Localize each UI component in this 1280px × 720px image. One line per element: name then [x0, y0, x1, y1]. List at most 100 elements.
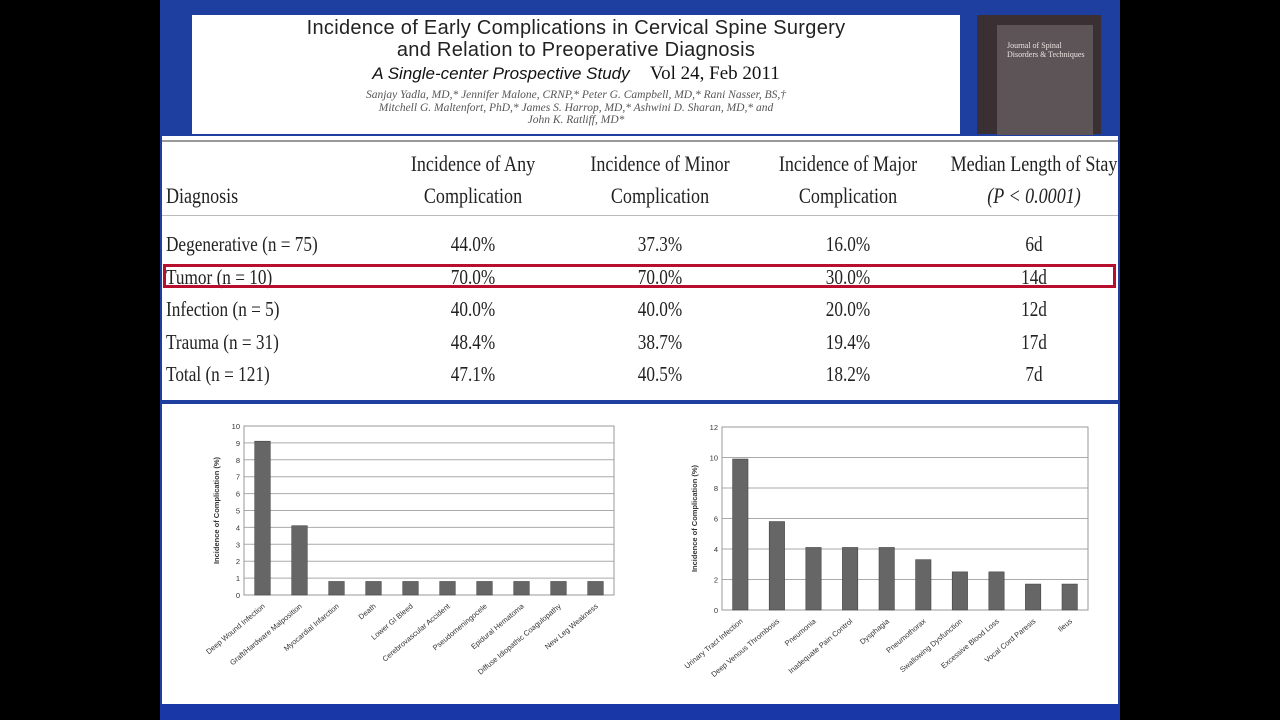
bar: [1025, 583, 1042, 611]
author-list: Sanjay Yadla, MD,* Jennifer Malone, CRNP…: [192, 89, 960, 127]
volume-info: Vol 24, Feb 2011: [649, 63, 780, 84]
y-tick-label: 10: [710, 454, 718, 463]
cell-major: 20.0%: [825, 297, 871, 321]
bar: [291, 525, 308, 596]
x-tick-label: Death: [357, 602, 378, 622]
plot-frame: [721, 426, 1089, 611]
authors-line-1: Sanjay Yadla, MD,* Jennifer Malone, CRNP…: [365, 89, 787, 101]
subtitle-row: A Single-center Prospective Study Vol 24…: [192, 62, 960, 86]
journal-cover-panel: [997, 25, 1093, 135]
cell-minor: 40.0%: [637, 297, 683, 321]
y-tick-label: 3: [236, 540, 240, 549]
cell-any: 40.0%: [450, 297, 496, 321]
bar: [254, 440, 271, 596]
col-header-any-l2: Complication: [423, 183, 523, 208]
col-header-stay-l2: (P < 0.0001): [987, 183, 1081, 208]
y-tick-label: 6: [236, 490, 240, 499]
x-tick-label: Ileus: [1056, 616, 1074, 633]
paper-header: Incidence of Early Complications in Cerv…: [192, 15, 960, 134]
cell-stay: 14d: [1021, 264, 1047, 289]
cell-any: 48.4%: [450, 329, 496, 354]
slide-bottom-bar: [160, 704, 1120, 720]
slide: Incidence of Early Complications in Cerv…: [160, 0, 1120, 720]
bar: [328, 581, 345, 596]
col-header-diagnosis: Diagnosis: [166, 183, 239, 208]
journal-cover-image: Journal of Spinal Disorders & Techniques: [977, 15, 1101, 135]
cell-diagnosis: Infection (n = 5): [166, 297, 280, 321]
paper-title-line-2: and Relation to Preoperative Diagnosis: [396, 39, 756, 61]
y-tick-label: 0: [714, 606, 718, 615]
bar: [988, 571, 1005, 611]
x-tick-label: Deep Venous Thrombosis: [709, 616, 781, 678]
authors-line-2: Mitchell G. Maltenfort, PhD,* James S. H…: [378, 101, 774, 114]
x-tick-label: Inadequate Pain Control: [787, 616, 855, 675]
bar: [842, 547, 859, 611]
x-tick-label: Dysphagia: [858, 616, 892, 646]
x-tick-label: Graft/Hardware Malposition: [228, 602, 304, 668]
bar: [805, 547, 822, 611]
x-tick-label: Deep Wound Infection: [204, 602, 267, 657]
bar: [732, 458, 749, 611]
y-tick-label: 9: [236, 439, 240, 448]
cell-diagnosis: Total (n = 121): [166, 362, 270, 386]
cell-diagnosis: Trauma (n = 31): [166, 329, 279, 354]
x-tick-label: Urinary Tract Infection: [683, 617, 745, 671]
cell-any: 44.0%: [450, 232, 496, 256]
cell-diagnosis: Degenerative (n = 75): [166, 232, 318, 256]
paper-title-line-1: Incidence of Early Complications in Cerv…: [306, 17, 846, 39]
bar: [439, 581, 456, 596]
cell-minor: 40.5%: [637, 362, 683, 386]
cell-minor: 70.0%: [637, 264, 683, 289]
bar: [878, 547, 895, 611]
col-header-minor-l1: Incidence of Minor: [590, 151, 730, 176]
cell-major: 18.2%: [825, 362, 871, 386]
table-top-rule: [162, 140, 1118, 142]
bar: [951, 571, 968, 611]
y-tick-label: 7: [236, 473, 240, 482]
bar: [768, 521, 785, 611]
bar: [476, 581, 493, 596]
tumor-row-highlight: [163, 264, 1116, 288]
y-tick-label: 5: [236, 507, 240, 516]
bar: [587, 581, 604, 596]
cell-minor: 37.3%: [637, 232, 683, 256]
table-header-rule: [162, 215, 1118, 216]
cell-major: 16.0%: [825, 232, 871, 256]
plot-frame: [243, 425, 615, 596]
col-header-major-l1: Incidence of Major: [778, 151, 918, 176]
major-complications-chart: 0 1 2 3 4 5 6 7 8 9 10 Deep Wound InfectionGraft/Ha…: [204, 422, 615, 677]
y-axis-label: Incidence of Complication (%): [690, 464, 699, 572]
y-tick-label: 4: [236, 523, 240, 532]
x-tick-label: Swallowing Dysfunction: [898, 617, 964, 675]
y-tick-label: 2: [236, 557, 240, 566]
col-header-major-l2: Complication: [798, 183, 898, 208]
results-table: Diagnosis Incidence of Any Complication …: [162, 136, 1118, 400]
cell-stay: 12d: [1021, 297, 1047, 321]
paper-subtitle: A Single-center Prospective Study: [372, 64, 630, 83]
y-tick-label: 8: [236, 456, 240, 465]
x-tick-label: Pneumonia: [783, 616, 818, 648]
y-tick-label: 10: [232, 422, 240, 431]
col-header-any-l1: Incidence of Any: [410, 151, 536, 176]
cell-minor: 38.7%: [637, 329, 683, 354]
cell-any: 47.1%: [450, 362, 496, 386]
bar: [365, 581, 382, 596]
col-header-stay-l1: Median Length of Stay: [950, 151, 1118, 176]
col-header-minor-l2: Complication: [610, 183, 710, 208]
y-tick-label: 4: [714, 545, 718, 554]
cell-stay: 6d: [1025, 232, 1043, 256]
authors-line-3: John K. Ratliff, MD*: [527, 114, 625, 126]
cell-stay: 17d: [1021, 329, 1047, 354]
bar: [402, 581, 419, 596]
cell-diagnosis: Tumor (n = 10): [166, 264, 273, 289]
cell-stay: 7d: [1025, 362, 1043, 386]
y-tick-label: 1: [236, 574, 240, 583]
y-tick-label: 6: [714, 515, 718, 524]
y-tick-label: 2: [714, 576, 718, 585]
charts-panel: 0 1 2 3 4 5 6 7 8 9 10 Deep Wound Infection Graft/Ha…: [162, 404, 1118, 704]
y-axis-label: Incidence of Complication (%): [212, 456, 221, 564]
x-tick-label: Cerebrovascular Accident: [381, 601, 453, 663]
bar: [550, 581, 567, 596]
cell-major: 19.4%: [825, 329, 871, 354]
